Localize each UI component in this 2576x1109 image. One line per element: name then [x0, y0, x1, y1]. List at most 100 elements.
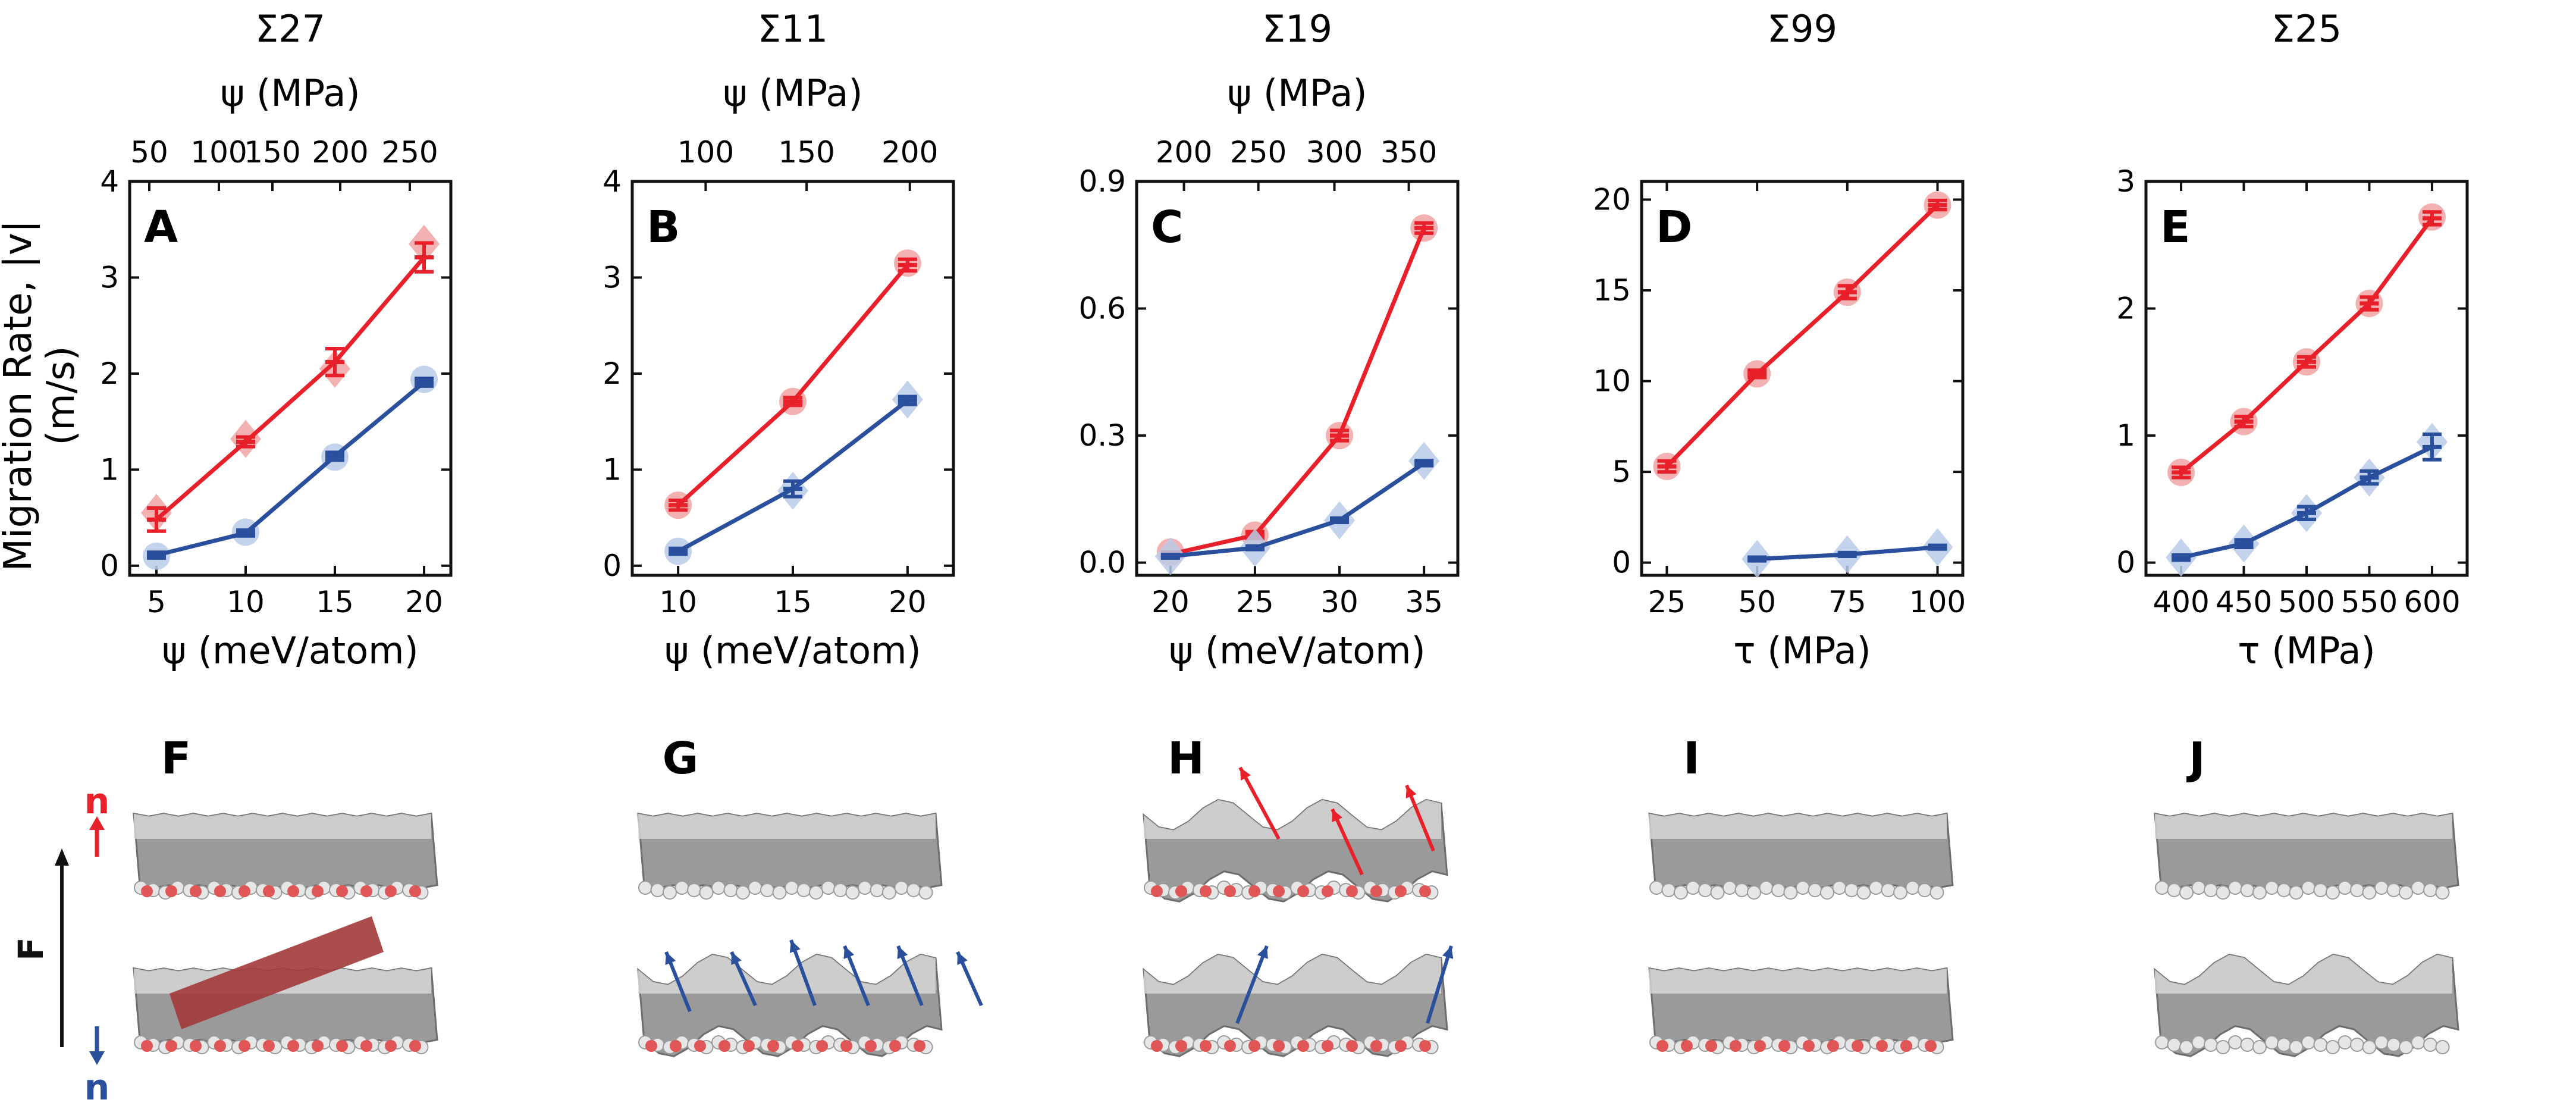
y-tick-label: 0 — [2116, 546, 2135, 580]
atomic-slab-image — [133, 916, 438, 1054]
normal-label-bottom: n — [84, 1067, 110, 1108]
normal-arrow-icon — [1405, 784, 1435, 852]
atom-sphere — [2435, 1040, 2450, 1054]
atom-sphere — [2435, 885, 2450, 900]
y-tick-label: 0 — [100, 549, 119, 583]
atom-sphere — [2264, 881, 2279, 895]
atom-sphere — [2277, 883, 2291, 897]
atom-sphere — [1856, 885, 1871, 900]
x-tick-label: 25 — [1648, 585, 1686, 619]
atom-sphere — [2362, 1040, 2377, 1054]
arrow-head — [897, 946, 908, 959]
atom-sphere-red — [312, 1040, 324, 1052]
series-red — [2167, 203, 2446, 487]
chart-panel-b: Σ11 ψ (MPa) 10 15 20 ψ (meV/atom) 100 150 200 0 1 2… — [603, 7, 955, 672]
atom-sphere — [2326, 885, 2340, 900]
atom-sphere-red — [1224, 1040, 1236, 1052]
atom-sphere-red — [190, 885, 202, 897]
panel-letter: D — [1656, 202, 1692, 253]
atom-sphere-red — [239, 885, 250, 897]
atom-sphere — [2277, 1038, 2291, 1052]
atom-sphere — [1771, 883, 1786, 897]
atom-sphere — [2289, 1040, 2304, 1054]
atom-sphere — [2337, 1035, 2352, 1050]
y-tick-label: 2 — [2116, 292, 2135, 326]
atom-sphere-red — [1297, 1040, 1309, 1052]
arrow-head — [1332, 809, 1342, 822]
boundary-sheet — [170, 916, 384, 1029]
y-tick-label: 20 — [1593, 183, 1631, 217]
atom-sphere-red — [165, 1040, 177, 1052]
chart-title: Σ11 — [758, 7, 828, 51]
top-tick-label: 200 — [1156, 135, 1212, 170]
chart-title: Σ25 — [2271, 7, 2342, 51]
atom-sphere — [2326, 1040, 2340, 1054]
chart-title: Σ99 — [1767, 7, 1837, 51]
x-tick-label: 450 — [2216, 585, 2272, 619]
series-line — [156, 380, 426, 557]
atom-sphere — [1796, 881, 1810, 895]
normal-arrow-icon — [664, 951, 692, 1013]
x-tick-label: 25 — [1236, 585, 1274, 619]
atom-sphere-red — [914, 1040, 925, 1052]
atom-sphere-red — [385, 1040, 397, 1052]
atom-sphere — [1881, 883, 1896, 897]
x-tick-label: 550 — [2341, 585, 2398, 619]
atom-sphere — [2216, 1040, 2230, 1054]
atom-sphere-red — [239, 1040, 250, 1052]
atom-sphere — [1905, 881, 1920, 895]
y-tick-label: 0 — [603, 549, 622, 583]
atom-sphere-red — [694, 1040, 706, 1052]
atom-sphere — [674, 881, 689, 895]
atomic-slab-image — [1143, 798, 1448, 903]
x-tick-label: 600 — [2404, 585, 2460, 619]
y-tick-label: 1 — [100, 452, 119, 487]
normal-arrow-icon — [789, 939, 817, 1007]
force-label: F — [11, 937, 51, 961]
series-red — [141, 224, 440, 533]
x-tick-label: 20 — [405, 585, 443, 619]
atom-sphere — [1832, 881, 1847, 895]
series-blue — [2166, 422, 2448, 577]
force-arrow-icon — [55, 848, 69, 1047]
atom-sphere — [687, 883, 701, 897]
atom-sphere — [2350, 1038, 2364, 1052]
normal-arrow-down-icon — [89, 1026, 105, 1065]
atom-sphere-red — [1395, 1040, 1407, 1052]
top-axis-label: ψ (MPa) — [1227, 71, 1367, 115]
panel-letter: E — [2160, 202, 2191, 253]
atom-sphere — [845, 885, 860, 900]
atom-sphere — [2167, 883, 2182, 897]
atomic-slab-image — [1648, 812, 1954, 900]
atom-sphere — [2289, 885, 2304, 900]
atom-sphere-red — [743, 1040, 755, 1052]
atom-sphere — [821, 881, 836, 895]
atom-sphere — [785, 881, 799, 895]
atom-sphere — [1844, 883, 1859, 897]
arrow-shaft — [1238, 766, 1281, 840]
panel-letter: C — [1151, 202, 1183, 253]
atomic-slab-image — [1143, 953, 1448, 1057]
atom-sphere — [2423, 883, 2437, 897]
atom-sphere — [1649, 881, 1664, 895]
arrow-head — [957, 952, 968, 965]
atom-sphere — [2313, 1038, 2328, 1052]
slab-top-face — [1144, 954, 1441, 994]
arrow-head — [1257, 946, 1268, 959]
atom-sphere-red — [190, 1040, 202, 1052]
atom-sphere-red — [1248, 1040, 1260, 1052]
arrow-shaft — [1235, 945, 1269, 1025]
atom-sphere-red — [1322, 1040, 1334, 1052]
top-tick-label: 250 — [1230, 135, 1287, 170]
atom-sphere-red — [1370, 1040, 1382, 1052]
atom-sphere — [772, 885, 787, 900]
y-tick-label: 0.9 — [1078, 164, 1126, 199]
y-tick-label: 1 — [2116, 418, 2135, 453]
top-tick-label: 250 — [381, 135, 438, 170]
atomic-slab-image — [637, 812, 943, 900]
atom-sphere — [1820, 885, 1834, 900]
x-tick-label: 500 — [2278, 585, 2335, 619]
atom-sphere — [894, 881, 909, 895]
slab-top-face — [2155, 813, 2452, 839]
atom-sphere — [1710, 885, 1725, 900]
